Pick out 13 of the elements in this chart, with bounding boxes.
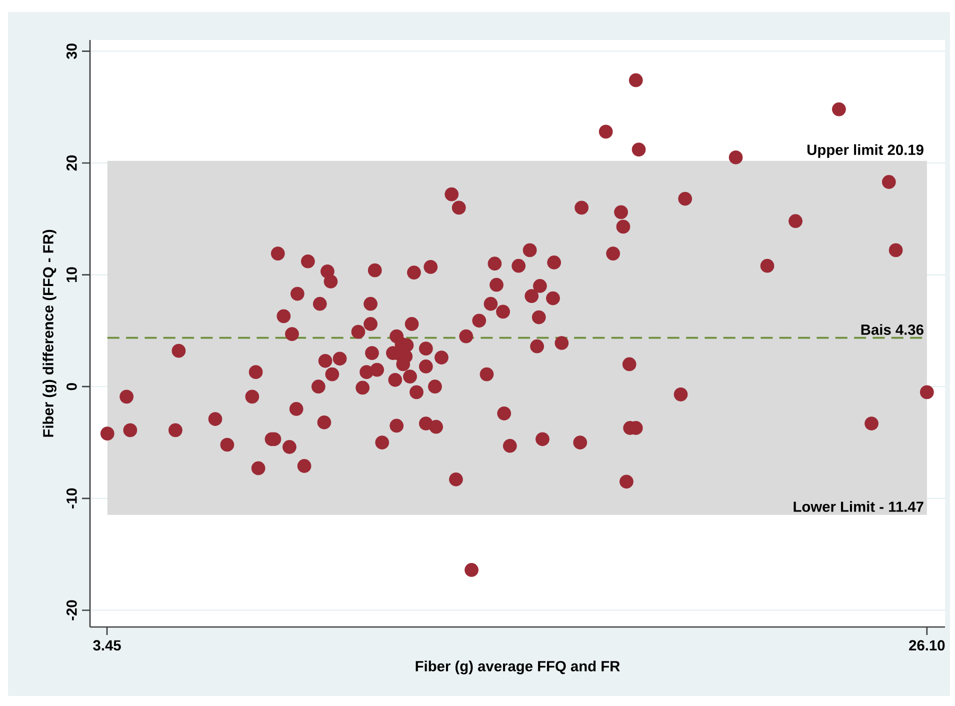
x-tick-label: 26.10	[909, 640, 945, 651]
y-tick-label: -10	[66, 488, 77, 508]
annotation: Lower Limit - 11.47	[794, 501, 924, 512]
y-axis-title: Fiber (g) difference (FFQ - FR)	[42, 230, 56, 437]
y-tick-label: -20	[66, 600, 77, 620]
x-axis-title: Fiber (g) average FFQ and FR	[416, 660, 620, 674]
x-tick-label: 3.45	[93, 640, 121, 651]
annotation: Upper limit 20.19	[807, 144, 924, 158]
ref-line-label: Bais 4.36	[861, 324, 924, 335]
y-tick-label: 0	[66, 383, 77, 390]
y-tick-label: 10	[66, 267, 77, 282]
y-tick-label: 20	[66, 155, 77, 171]
y-tick-label: 30	[66, 44, 77, 59]
